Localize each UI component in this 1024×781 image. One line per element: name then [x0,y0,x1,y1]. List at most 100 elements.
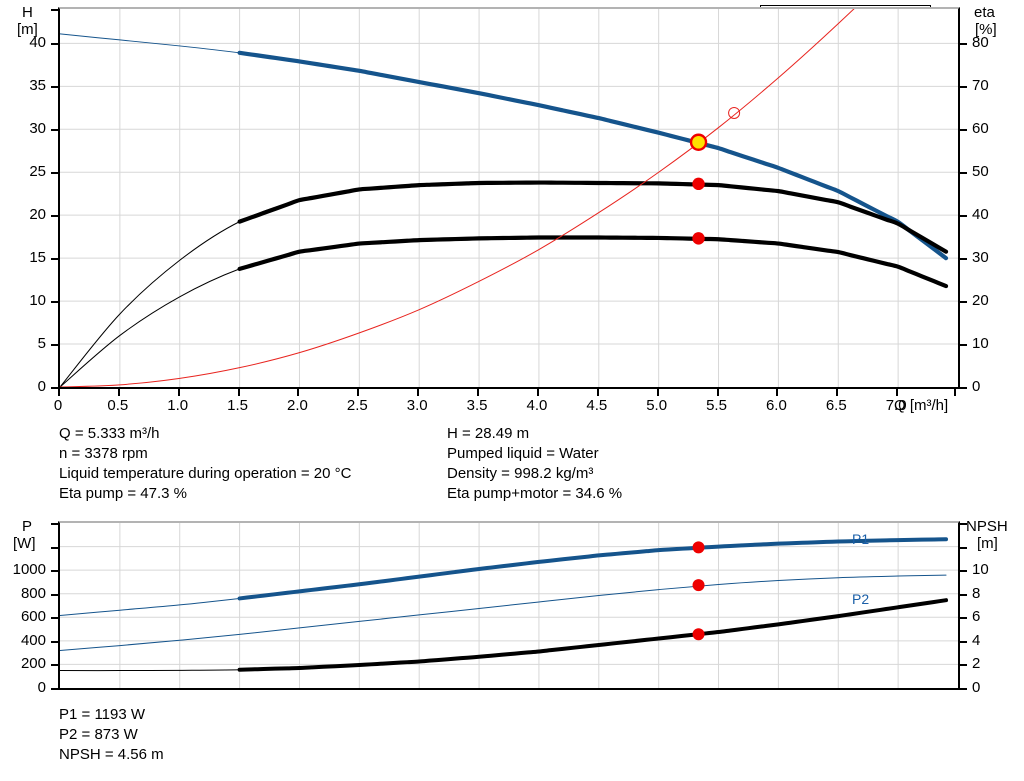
top-chart-y-right-caption: eta [974,4,995,21]
top-y-left-tickmark [51,344,58,347]
top-x-tick: 5.5 [706,397,727,414]
top-x-tick: 4.0 [526,397,548,414]
bottom-y-right-name: NPSH [966,518,1008,535]
bottom-chart-plot-area [58,521,960,690]
top-x-tickmark [954,389,956,396]
top-y-left-tick: 20 [29,206,46,224]
top-x-tick: 0.5 [107,397,129,414]
bottom-y-left-tickmark [51,570,58,573]
bottom-chart-y-left-unit: [W] [13,535,36,552]
top-x-tick: 2.0 [287,397,308,414]
bottom-y-left-tickmark [51,523,58,525]
bottom-y-left-tickmark [51,640,58,643]
top-x-tick: 3.5 [466,397,488,414]
info-p1: P1 = 1193 W [59,706,146,723]
info-h: H = 28.49 m [447,425,530,442]
top-x-axis-line [58,387,960,389]
top-x-tickmark [58,389,60,396]
top-x-tick: 6.0 [765,397,787,414]
top-y-right-tick: 70 [972,77,989,95]
top-x-tickmark [716,389,719,396]
bottom-y-left-tickmark [51,593,58,596]
top-x-tickmark [836,389,839,396]
top-y-right-tickmark [960,301,967,304]
top-y-right-unit-text: [%] [975,21,997,38]
top-x-tickmark [477,389,480,396]
info-npsh: NPSH = 4.56 m [59,746,164,763]
bottom-y-right-tickmark [960,640,967,643]
top-y-left-tick: 35 [29,77,46,95]
top-x-tick: 5.0 [646,397,668,414]
top-y-right-tickmark [960,86,967,89]
curve-label-p1-text: P1 [852,531,870,547]
info-liquid-temperature: Liquid temperature during operation = 20… [59,465,352,482]
top-chart-y-left-unit: [m] [17,21,38,38]
top-x-tickmark [177,389,180,396]
bottom-y-right-tick: 2 [972,655,981,673]
top-y-right-name: eta [974,4,995,21]
bottom-chart-y-right-unit: [m] [977,535,998,552]
bottom-y-left-tickmark [51,688,58,690]
top-x-tickmark [596,389,599,396]
bottom-y-right-tick: 6 [972,608,981,626]
top-y-right-tickmark [960,43,967,46]
top-y-right-tick: 80 [972,34,989,52]
top-y-left-tickmark [51,215,58,218]
top-y-right-tick: 60 [972,120,989,138]
top-y-left-tickmark [51,301,58,304]
bottom-y-right-tickmark [960,570,967,573]
top-y-left-tick: 30 [29,120,46,138]
bottom-y-left-name: P [22,518,33,535]
bottom-y-right-tick: 8 [972,584,981,602]
info-density: Density = 998.2 kg/m³ [447,465,594,482]
bottom-y-left-tick: 400 [20,631,46,649]
curve-label-p2: P2 [852,591,869,607]
info-pumped-liquid: Pumped liquid = Water [447,445,599,462]
bottom-y-right-tick: 0 [972,679,981,696]
bottom-y-left-tick: 200 [20,655,46,673]
top-y-left-tickmark [51,9,58,11]
info-p2: P2 = 873 W [59,726,138,743]
bottom-y-right-tickmark [960,593,967,596]
bottom-y-left-tickmark [51,617,58,620]
top-y-left-tickmark [51,387,58,389]
bottom-y-left-tickmark [51,546,58,549]
top-y-left-tick: 5 [37,335,46,353]
bottom-y-right-tickmark [960,664,967,667]
top-y-right-tick: 40 [972,206,989,224]
top-x-tick: 1.5 [227,397,249,414]
top-y-left-tick: 0 [37,378,46,395]
bottom-y-left-unit-text: [W] [13,535,36,552]
bottom-chart-y-left-caption: P [22,518,32,535]
bottom-y-left-tick: 600 [20,608,46,626]
top-y-right-tickmark [960,258,967,261]
top-y-left-tick: 15 [29,249,46,267]
top-y-right-tickmark [960,172,967,175]
info-block-right: H = 28.49 m Pumped liquid = Water Densit… [447,424,622,504]
top-y-left-name: H [22,4,33,21]
top-chart-x-axis-label: Q [m³/h] [894,397,948,414]
top-x-tickmark [896,389,899,396]
info-eta-pump-motor: Eta pump+motor = 34.6 % [447,485,623,502]
top-y-right-tickmark [960,215,967,218]
top-x-tickmark [297,389,300,396]
bottom-y-left-tickmark [51,664,58,667]
top-x-tick: 3.0 [406,397,428,414]
top-y-right-tick: 30 [972,249,989,267]
bottom-chart-y-right-caption: NPSH [966,518,1008,535]
top-y-right-tick: 50 [972,163,989,181]
top-y-right-tickmark [960,344,967,347]
top-x-tick: 7.0 [885,397,907,414]
top-y-right-tickmark [960,129,967,132]
top-x-tickmark [417,389,420,396]
bottom-y-left-tick: 0 [37,679,46,696]
top-y-left-unit-text: [m] [17,21,38,38]
bottom-chart-svg [60,523,958,688]
info-block-left: Q = 5.333 m³/h n = 3378 rpm Liquid tempe… [59,424,351,504]
info-q: Q = 5.333 m³/h [59,425,160,442]
top-chart-y-left-caption: H [22,4,33,21]
top-x-tickmark [656,389,659,396]
top-x-tickmark [117,389,120,396]
top-x-tick: 2.5 [346,397,368,414]
